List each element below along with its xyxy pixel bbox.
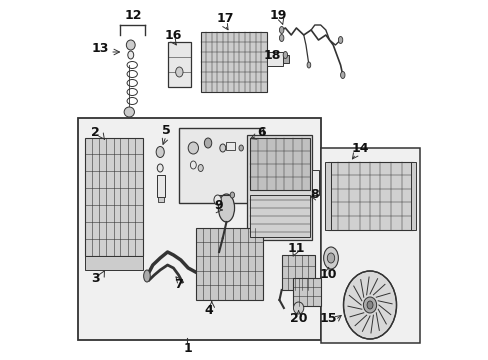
- Bar: [266, 52, 283, 66]
- Bar: [325, 162, 330, 230]
- Ellipse shape: [366, 301, 372, 309]
- Bar: [158, 197, 163, 202]
- Ellipse shape: [188, 142, 198, 154]
- Bar: [281, 255, 314, 290]
- Ellipse shape: [293, 302, 303, 314]
- Ellipse shape: [156, 147, 164, 158]
- Text: 8: 8: [310, 189, 319, 202]
- Ellipse shape: [127, 51, 133, 59]
- Ellipse shape: [143, 270, 150, 282]
- Bar: [167, 42, 191, 87]
- Ellipse shape: [338, 36, 342, 44]
- Bar: [327, 162, 412, 230]
- Bar: [292, 278, 320, 306]
- Ellipse shape: [279, 35, 284, 41]
- Bar: [85, 256, 142, 270]
- Ellipse shape: [190, 161, 196, 169]
- Ellipse shape: [323, 247, 338, 269]
- Text: 5: 5: [162, 123, 170, 136]
- Ellipse shape: [306, 62, 310, 68]
- Ellipse shape: [279, 27, 284, 33]
- Bar: [178, 128, 263, 203]
- Text: 7: 7: [174, 279, 183, 292]
- Ellipse shape: [283, 51, 287, 59]
- Ellipse shape: [363, 297, 376, 313]
- Text: 15: 15: [319, 311, 336, 324]
- Text: 17: 17: [216, 12, 233, 24]
- Text: 13: 13: [91, 41, 108, 54]
- Ellipse shape: [326, 253, 334, 263]
- Bar: [311, 170, 319, 195]
- Ellipse shape: [340, 72, 345, 78]
- Ellipse shape: [218, 194, 234, 222]
- Bar: [249, 195, 310, 237]
- Text: 19: 19: [269, 9, 286, 22]
- Bar: [226, 142, 235, 150]
- Bar: [246, 135, 311, 240]
- Text: 6: 6: [257, 126, 265, 139]
- Bar: [78, 118, 320, 340]
- Ellipse shape: [230, 192, 234, 198]
- Bar: [320, 148, 419, 343]
- Bar: [249, 138, 310, 190]
- Bar: [156, 175, 165, 197]
- Ellipse shape: [220, 144, 225, 152]
- Text: 14: 14: [351, 141, 368, 154]
- Text: 4: 4: [204, 303, 213, 316]
- Text: 10: 10: [319, 269, 336, 282]
- Ellipse shape: [175, 67, 183, 77]
- Text: 1: 1: [183, 342, 191, 355]
- Ellipse shape: [198, 165, 203, 171]
- Text: 9: 9: [214, 198, 223, 212]
- Bar: [283, 55, 288, 63]
- Ellipse shape: [157, 164, 163, 172]
- Bar: [85, 138, 142, 256]
- Text: 11: 11: [287, 242, 305, 255]
- Ellipse shape: [204, 138, 211, 148]
- Text: 20: 20: [289, 311, 307, 324]
- Ellipse shape: [126, 40, 135, 50]
- Text: 16: 16: [164, 28, 182, 41]
- Ellipse shape: [239, 145, 243, 151]
- Bar: [409, 162, 416, 230]
- Text: 12: 12: [124, 9, 142, 22]
- Ellipse shape: [214, 195, 221, 205]
- Ellipse shape: [124, 107, 134, 117]
- Text: 3: 3: [91, 271, 100, 284]
- Ellipse shape: [343, 271, 396, 339]
- Text: 2: 2: [91, 126, 100, 139]
- Text: 18: 18: [263, 49, 280, 62]
- Bar: [195, 228, 263, 300]
- Bar: [200, 32, 266, 92]
